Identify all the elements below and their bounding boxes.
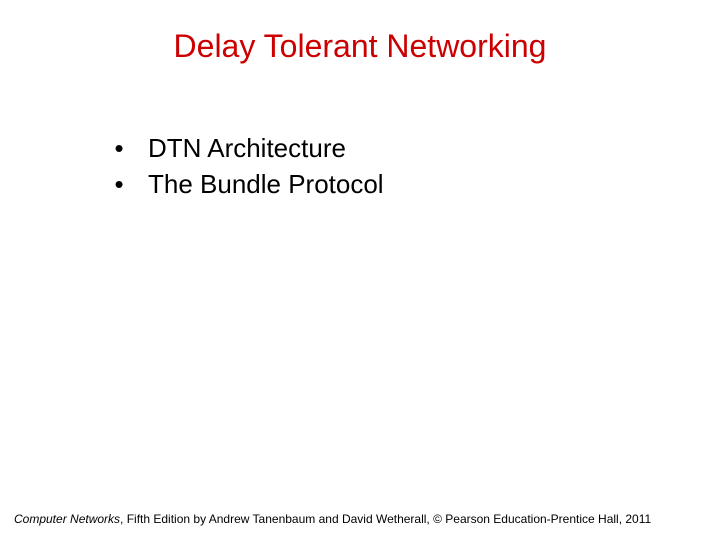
bullet-icon: • [90, 166, 148, 202]
slide-title: Delay Tolerant Networking [0, 28, 720, 65]
bullet-icon: • [90, 130, 148, 166]
footer-rest: , Fifth Edition by Andrew Tanenbaum and … [120, 512, 651, 526]
list-item: • The Bundle Protocol [90, 166, 384, 202]
footer: Computer Networks, Fifth Edition by Andr… [14, 512, 720, 526]
bullet-label: DTN Architecture [148, 130, 346, 166]
footer-italic: Computer Networks [14, 512, 120, 526]
bullet-label: The Bundle Protocol [148, 166, 384, 202]
list-item: • DTN Architecture [90, 130, 384, 166]
slide: Delay Tolerant Networking • DTN Architec… [0, 0, 720, 540]
bullet-list: • DTN Architecture • The Bundle Protocol [90, 130, 384, 202]
